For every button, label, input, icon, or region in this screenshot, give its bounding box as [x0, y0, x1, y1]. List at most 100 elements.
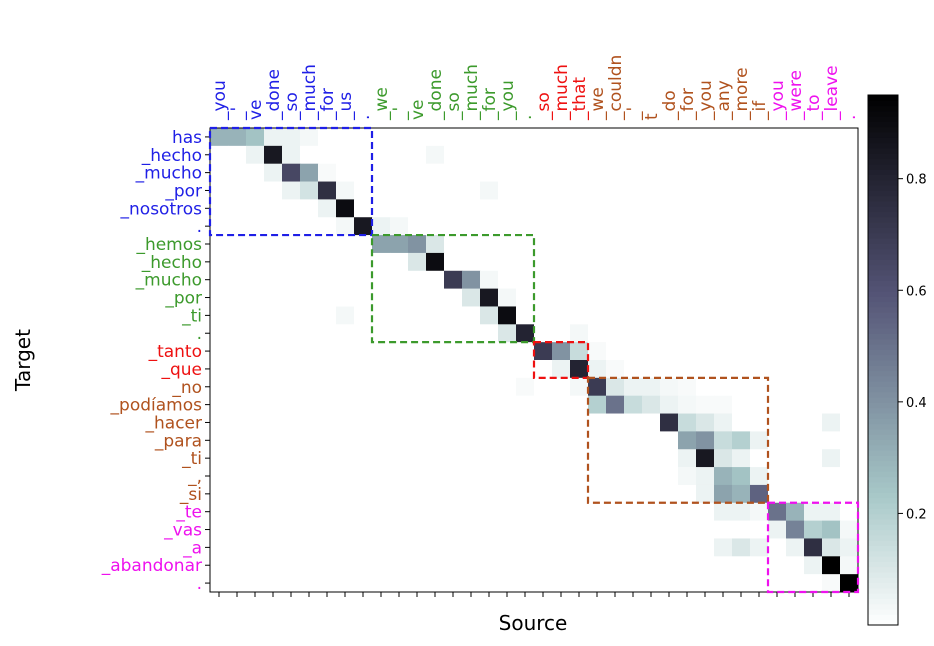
- heatmap-cell: [318, 574, 337, 593]
- heatmap-cell: [426, 252, 445, 272]
- heatmap-cell: [696, 252, 715, 272]
- heatmap-cell: [570, 484, 589, 504]
- x-tick-label: _any: [714, 80, 734, 121]
- colorbar-segment: [868, 455, 898, 462]
- y-tick-label: _que: [160, 360, 202, 380]
- heatmap-cell: [480, 484, 499, 504]
- heatmap-cell: [300, 556, 319, 575]
- heatmap-cell: [210, 306, 229, 325]
- colorbar-segment: [868, 307, 898, 313]
- heatmap-cell: [624, 520, 643, 539]
- y-tick-label: _por: [164, 289, 202, 309]
- heatmap-cell: [678, 395, 697, 414]
- heatmap-cell: [678, 288, 697, 307]
- heatmap-cell: [336, 538, 355, 557]
- heatmap-cell: [642, 181, 661, 200]
- heatmap-cell: [660, 270, 679, 289]
- heatmap-cell: [246, 128, 265, 147]
- heatmap-cell: [516, 574, 535, 593]
- colorbar-segment: [868, 291, 898, 297]
- heatmap-cell: [588, 163, 607, 182]
- heatmap-cell: [480, 288, 499, 307]
- heatmap-cell: [282, 467, 301, 486]
- heatmap-cell: [372, 395, 391, 414]
- y-tick-label: _hecho: [141, 146, 202, 166]
- colorbar-segment: [868, 386, 898, 393]
- heatmap-cell: [552, 288, 571, 307]
- y-axis-label: Target: [11, 329, 35, 392]
- heatmap-cell: [840, 484, 859, 504]
- heatmap-cell: [210, 467, 229, 486]
- heatmap-cell: [660, 181, 679, 200]
- heatmap-cell: [210, 181, 229, 200]
- colorbar-segment: [868, 211, 898, 218]
- heatmap-cell: [750, 467, 769, 486]
- heatmap-cell: [804, 502, 823, 521]
- heatmap-cell: [570, 306, 589, 325]
- heatmap-cell: [624, 324, 643, 343]
- heatmap-cell: [822, 431, 841, 450]
- heatmap-cell: [210, 145, 229, 164]
- heatmap-cell: [786, 199, 805, 218]
- heatmap-cell: [264, 270, 283, 289]
- heatmap-cell: [732, 324, 751, 343]
- heatmap-cell: [444, 538, 463, 557]
- heatmap-cell: [642, 395, 661, 414]
- heatmap-cell: [696, 306, 715, 325]
- heatmap-cell: [768, 449, 787, 468]
- heatmap-cell: [768, 574, 787, 593]
- heatmap-cell: [246, 431, 265, 450]
- heatmap-cell: [444, 395, 463, 414]
- heatmap-cell: [462, 342, 481, 361]
- heatmap-cell: [768, 377, 787, 396]
- heatmap-cell: [732, 538, 751, 557]
- heatmap-cell: [642, 467, 661, 486]
- x-tick-label: _much: [300, 64, 320, 121]
- heatmap-cell: [426, 502, 445, 521]
- heatmap-cell: [714, 467, 733, 486]
- x-tick-label: t: [642, 113, 662, 120]
- heatmap-cell: [354, 270, 373, 289]
- heatmap-cell: [336, 360, 355, 379]
- heatmap-cell: [480, 574, 499, 593]
- heatmap-cell: [228, 449, 247, 468]
- heatmap-cell: [606, 217, 625, 236]
- colorbar-segment: [868, 603, 898, 610]
- heatmap-cell: [372, 574, 391, 593]
- x-tick-label: _much: [552, 64, 572, 121]
- heatmap-cell: [318, 413, 337, 432]
- heatmap-cell: [642, 556, 661, 575]
- colorbar-segment: [868, 529, 898, 536]
- heatmap-cell: [570, 342, 589, 361]
- heatmap-cell: [732, 181, 751, 200]
- heatmap-cell: [354, 199, 373, 218]
- x-tick-label: .: [354, 115, 374, 120]
- heatmap-cell: [660, 377, 679, 396]
- heatmap-cell: [768, 395, 787, 414]
- heatmap-cell: [300, 252, 319, 272]
- heatmap-cell: [804, 324, 823, 343]
- heatmap-cell: [408, 520, 427, 539]
- heatmap-cell: [678, 199, 697, 218]
- heatmap-cell: [822, 502, 841, 521]
- colorbar-segment: [868, 349, 898, 356]
- heatmap-cell: [210, 217, 229, 236]
- heatmap-cell: [246, 556, 265, 575]
- heatmap-cell: [606, 431, 625, 450]
- heatmap-cell: [732, 145, 751, 164]
- heatmap-cell: [804, 467, 823, 486]
- heatmap-cell: [696, 556, 715, 575]
- heatmap-cell: [732, 342, 751, 361]
- heatmap-cell: [642, 163, 661, 182]
- heatmap-cell: [372, 252, 391, 272]
- y-tick-label: _mucho: [135, 164, 202, 184]
- colorbar-segment: [868, 428, 898, 435]
- heatmap-cell: [246, 181, 265, 200]
- heatmap-cell: [354, 145, 373, 164]
- heatmap-cell: [210, 538, 229, 557]
- x-tick-label: _done: [264, 69, 284, 121]
- heatmap-cell: [804, 252, 823, 272]
- colorbar-segment: [868, 598, 898, 605]
- heatmap-cell: [282, 360, 301, 379]
